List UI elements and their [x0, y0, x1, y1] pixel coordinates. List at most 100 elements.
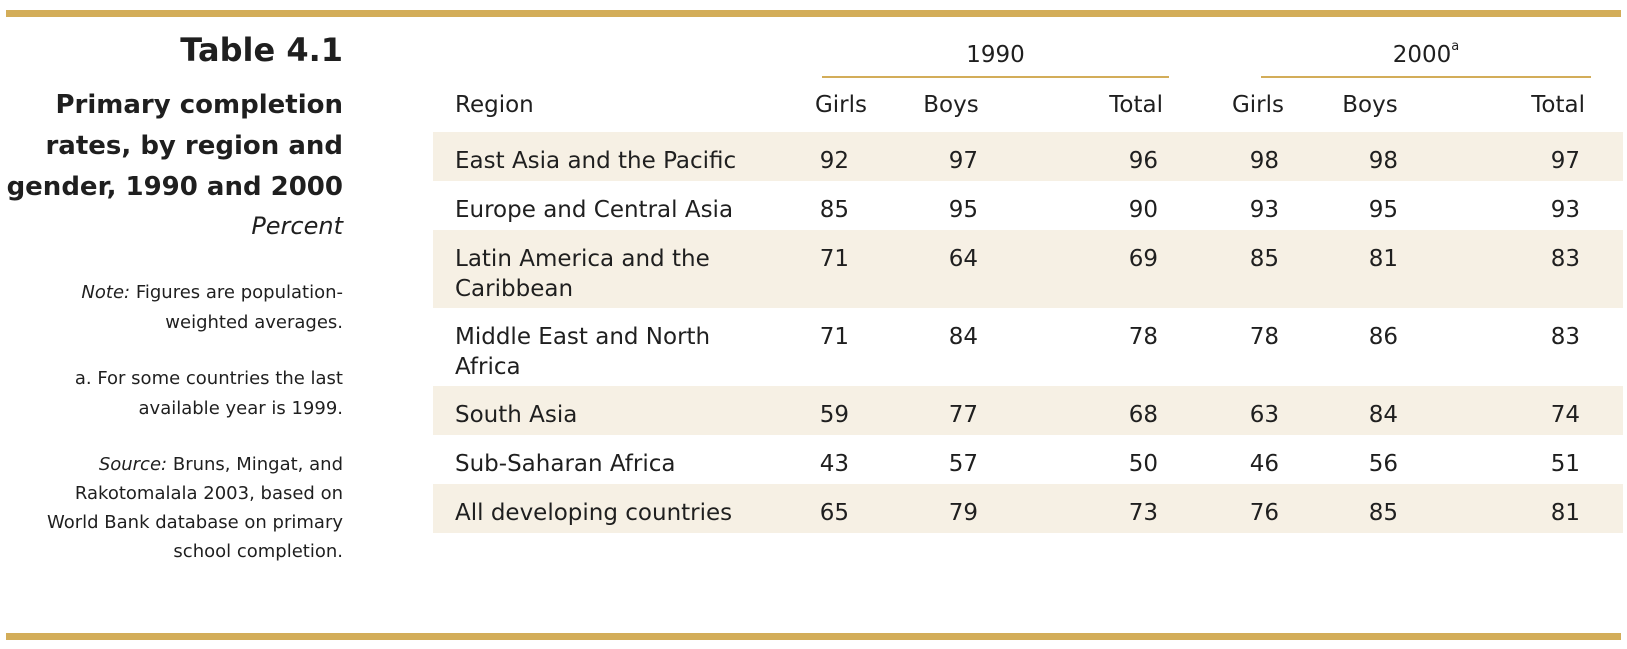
column-header-total-1990: Total	[1109, 92, 1163, 118]
source-line: Rakotomalala 2003, based on	[74, 483, 343, 504]
column-header-girls-1990: Girls	[814, 92, 868, 118]
value-total-2000: 51	[1550, 451, 1580, 477]
value-boys-2000: 56	[1368, 451, 1398, 477]
value-girls-1990: 85	[819, 197, 849, 223]
note-lead: Note:	[81, 282, 131, 303]
note-text: Figures are population-	[135, 282, 343, 303]
column-header-boys-2000: Boys	[1342, 92, 1398, 118]
table-row: All developing countries 65 79 73 76 85 …	[433, 484, 1623, 533]
table-caption: Table 4.1 Primary completion rates, by r…	[0, 28, 343, 566]
year-2000-label: 2000	[1392, 42, 1452, 68]
value-boys-2000: 85	[1368, 500, 1398, 526]
value-girls-2000: 85	[1249, 246, 1279, 272]
year-header-row: 1990 2000a	[433, 40, 1623, 80]
year-1990-rule	[822, 76, 1169, 78]
column-header-row: Region Girls Boys Total Girls Boys Total	[433, 80, 1623, 132]
value-boys-2000: 86	[1368, 324, 1398, 350]
value-boys-2000: 84	[1368, 402, 1398, 428]
value-total-2000: 74	[1550, 402, 1580, 428]
column-header-total-2000: Total	[1531, 92, 1585, 118]
title-line: gender, 1990 and 2000	[6, 172, 343, 202]
source-line: Source: Bruns, Mingat, and	[0, 450, 343, 479]
region-cell: Latin America and the Caribbean	[455, 244, 785, 304]
region-line: Africa	[455, 354, 521, 380]
value-total-1990: 50	[1128, 451, 1158, 477]
source-line: World Bank database on primary	[47, 512, 343, 533]
data-table: 1990 2000a Region Girls Boys Total Girls…	[433, 40, 1623, 533]
region-cell: Sub-Saharan Africa	[455, 451, 676, 477]
value-total-1990: 73	[1128, 500, 1158, 526]
table-unit: Percent	[251, 212, 343, 240]
table-row: Europe and Central Asia 85 95 90 93 95 9…	[433, 181, 1623, 230]
table-row: East Asia and the Pacific 92 97 96 98 98…	[433, 132, 1623, 181]
title-line: Primary completion	[55, 90, 344, 120]
table-title: Primary completion rates, by region and …	[0, 85, 343, 208]
region-cell: All developing countries	[455, 500, 733, 526]
value-total-2000: 83	[1550, 324, 1580, 350]
source-lead: Source:	[98, 454, 168, 475]
value-total-1990: 68	[1128, 402, 1158, 428]
year-1990-label: 1990	[966, 42, 1025, 68]
value-boys-1990: 97	[948, 148, 978, 174]
year-2000-footnote-mark: a	[1451, 39, 1460, 54]
value-girls-2000: 76	[1249, 500, 1279, 526]
table-row: Middle East and North Africa 71 84 78 78…	[433, 308, 1623, 386]
value-boys-1990: 57	[948, 451, 978, 477]
value-total-1990: 90	[1128, 197, 1158, 223]
value-total-1990: 69	[1128, 246, 1158, 272]
value-total-1990: 78	[1128, 324, 1158, 350]
region-line: Caribbean	[455, 276, 574, 302]
source-line: school completion.	[173, 541, 343, 562]
value-girls-2000: 63	[1249, 402, 1279, 428]
table-row: Latin America and the Caribbean 71 64 69…	[433, 230, 1623, 308]
note: Note: Figures are population- weighted a…	[0, 278, 343, 338]
value-girls-2000: 98	[1249, 148, 1279, 174]
value-girls-1990: 59	[819, 402, 849, 428]
column-header-girls-2000: Girls	[1231, 92, 1285, 118]
year-2000-rule	[1261, 76, 1591, 78]
value-boys-2000: 95	[1368, 197, 1398, 223]
region-cell: Europe and Central Asia	[455, 197, 734, 223]
value-girls-1990: 92	[819, 148, 849, 174]
region-line: Middle East and North	[455, 324, 711, 350]
table-number: Table 4.1	[180, 31, 343, 69]
region-line: Latin America and the	[455, 246, 710, 272]
value-boys-1990: 95	[948, 197, 978, 223]
value-boys-2000: 98	[1368, 148, 1398, 174]
note-line: Note: Figures are population-	[0, 278, 343, 308]
value-boys-2000: 81	[1368, 246, 1398, 272]
region-cell: South Asia	[455, 402, 578, 428]
value-total-2000: 81	[1550, 500, 1580, 526]
column-header-region: Region	[455, 92, 534, 118]
value-boys-1990: 77	[948, 402, 978, 428]
footnote-line: a. For some countries the last	[74, 368, 343, 389]
bottom-rule	[6, 633, 1621, 640]
region-cell: Middle East and North Africa	[455, 322, 785, 382]
value-girls-2000: 93	[1249, 197, 1279, 223]
value-total-1990: 96	[1128, 148, 1158, 174]
source-text: Bruns, Mingat, and	[172, 454, 343, 475]
footnote-line: available year is 1999.	[138, 398, 343, 419]
value-boys-1990: 64	[948, 246, 978, 272]
column-header-boys-1990: Boys	[923, 92, 979, 118]
note-line: weighted averages.	[165, 312, 343, 333]
title-line: rates, by region and	[45, 131, 343, 161]
value-girls-1990: 71	[819, 246, 849, 272]
table-row: South Asia 59 77 68 63 84 74	[433, 386, 1623, 435]
top-rule	[6, 10, 1621, 17]
value-girls-2000: 78	[1249, 324, 1279, 350]
value-girls-1990: 43	[819, 451, 849, 477]
year-1990-header: 1990	[822, 40, 1169, 78]
region-cell: East Asia and the Pacific	[455, 148, 737, 174]
value-total-2000: 93	[1550, 197, 1580, 223]
value-boys-1990: 79	[948, 500, 978, 526]
table-row: Sub-Saharan Africa 43 57 50 46 56 51	[433, 435, 1623, 484]
source: Source: Bruns, Mingat, and Rakotomalala …	[0, 450, 343, 566]
footnote: a. For some countries the last available…	[0, 364, 343, 424]
value-girls-1990: 71	[819, 324, 849, 350]
value-total-2000: 83	[1550, 246, 1580, 272]
year-2000-header: 2000a	[1261, 40, 1591, 78]
value-boys-1990: 84	[948, 324, 978, 350]
value-total-2000: 97	[1550, 148, 1580, 174]
value-girls-2000: 46	[1249, 451, 1279, 477]
